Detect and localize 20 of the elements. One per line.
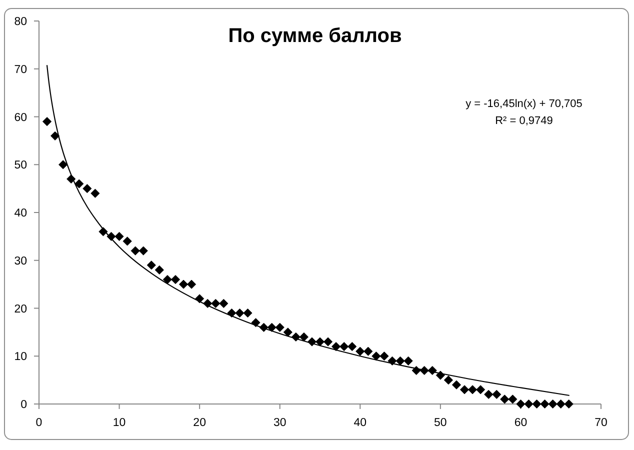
y-tick-label: 20 <box>14 303 27 316</box>
y-tick-label: 0 <box>20 399 27 411</box>
x-tick-label: 20 <box>193 417 206 429</box>
x-tick-label: 40 <box>354 417 367 429</box>
x-tick-label: 70 <box>594 417 608 429</box>
y-tick-label: 10 <box>14 351 27 364</box>
x-tick-label: 0 <box>36 417 42 429</box>
y-tick-label: 60 <box>14 112 27 124</box>
x-tick-label: 30 <box>273 417 286 429</box>
x-tick-label: 50 <box>434 417 447 429</box>
y-tick-label: 80 <box>14 16 27 28</box>
y-tick-label: 70 <box>14 64 27 76</box>
x-tick-label: 10 <box>112 417 126 429</box>
chart-title: По сумме баллов <box>228 25 402 47</box>
y-tick-label: 40 <box>14 208 27 220</box>
annotation: y = -16,45ln(x) + 70,705 <box>466 98 582 110</box>
x-tick-label: 60 <box>514 417 528 429</box>
y-tick-label: 30 <box>14 255 27 268</box>
y-tick-label: 50 <box>14 160 27 172</box>
annotation: R² = 0,9749 <box>495 115 553 127</box>
